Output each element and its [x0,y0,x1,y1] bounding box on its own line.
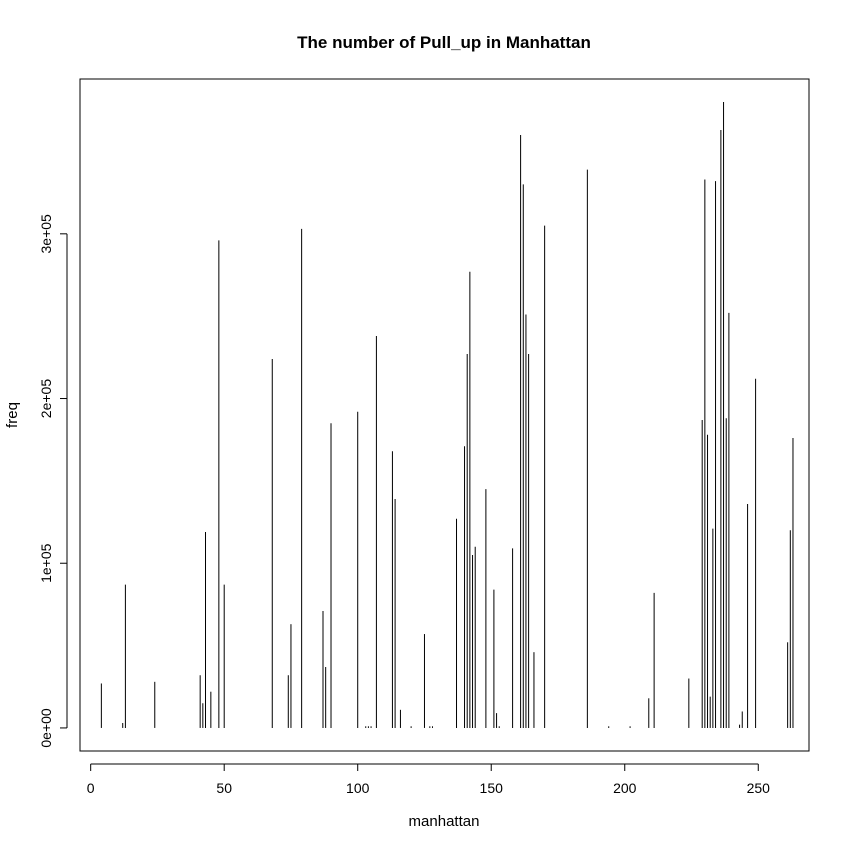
x-axis-label: manhattan [409,813,480,830]
y-tick-label: 3e+05 [38,214,54,254]
x-axis: 0 50 100 150 200 250 [87,763,771,796]
chart-title: The number of Pull_up in Manhattan [297,33,591,52]
x-tick-label: 150 [480,780,504,796]
x-tick-label: 250 [747,780,771,796]
y-tick-label: 2e+05 [38,379,54,419]
y-tick-label: 0e+00 [38,708,54,748]
y-axis: 0e+00 1e+05 2e+05 3e+05 [38,214,68,748]
x-tick-label: 50 [216,780,232,796]
x-tick-label: 200 [613,780,637,796]
plot-frame [79,78,810,752]
y-axis-label: freq [4,402,21,428]
bar-series [100,102,794,728]
x-tick-label: 0 [87,780,95,796]
x-tick-label: 100 [346,780,370,796]
y-tick-label: 1e+05 [38,543,54,583]
